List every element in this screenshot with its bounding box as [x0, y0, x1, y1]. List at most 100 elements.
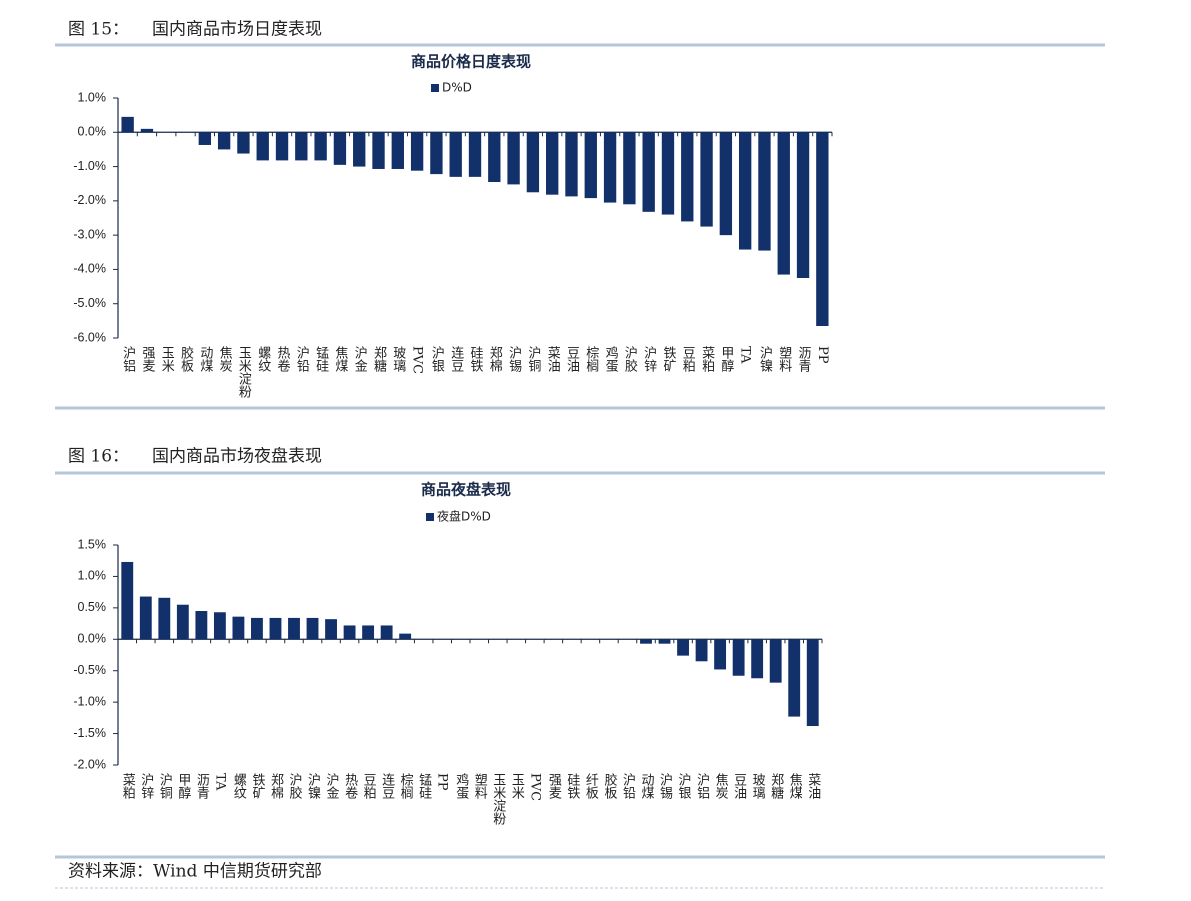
- bar: [719, 132, 733, 236]
- bar: [658, 639, 671, 644]
- x-tick-label: 玻璃: [750, 773, 766, 799]
- bar: [343, 625, 356, 640]
- bar: [430, 132, 443, 175]
- x-tick-label: PVC: [527, 773, 542, 801]
- x-tick-label: 沪锡: [657, 772, 673, 799]
- bar: [468, 132, 482, 177]
- bar: [603, 132, 617, 203]
- x-tick-label: 沪锡: [506, 345, 522, 372]
- bar: [732, 639, 745, 676]
- x-tick-label: 鸡蛋: [603, 345, 619, 373]
- bar: [353, 132, 366, 167]
- x-tick-label: 焦煤: [332, 346, 348, 372]
- bar: [391, 132, 404, 169]
- x-tick-label: 锰硅: [313, 346, 329, 372]
- x-tick-label: 郑糖: [768, 773, 784, 800]
- bar: [738, 132, 752, 250]
- x-tick-label: 铁矿: [249, 773, 265, 799]
- bar: [677, 639, 689, 656]
- bar: [623, 132, 636, 205]
- x-tick-label: 豆油: [564, 346, 580, 372]
- bar: [158, 597, 171, 640]
- x-tick-label: TA: [738, 346, 753, 364]
- bar: [213, 612, 226, 640]
- bar: [449, 132, 462, 177]
- bar: [758, 132, 771, 251]
- figure-label: 图 15：: [68, 20, 129, 40]
- bar: [176, 604, 189, 640]
- x-tick-label: 沪银: [676, 772, 692, 799]
- bar: [565, 132, 578, 197]
- x-tick-label: 豆粕: [680, 346, 696, 372]
- legend-label: 夜盘D%D: [437, 509, 491, 524]
- bar: [121, 561, 134, 640]
- bar: [695, 639, 708, 662]
- y-tick-label: 0.0%: [78, 125, 107, 139]
- x-tick-label: 纤板: [583, 773, 599, 800]
- legend-label: D%D: [442, 81, 472, 95]
- y-tick-label: 0.0%: [78, 632, 107, 646]
- x-tick-label: 沪胶: [287, 772, 303, 800]
- bar: [399, 633, 412, 640]
- y-tick-label: 1.0%: [78, 569, 107, 583]
- x-tick-label: 焦煤: [787, 773, 803, 799]
- y-tick-label: -4.0%: [73, 262, 106, 276]
- bar: [410, 132, 424, 171]
- bar: [372, 132, 385, 169]
- figure-label: 图 16：: [68, 447, 129, 467]
- x-tick-label: 玉米淀粉: [236, 346, 252, 398]
- bar: [325, 619, 337, 640]
- x-tick-label: 沪金: [352, 345, 368, 372]
- x-tick-label: 沪银: [429, 345, 445, 372]
- bar: [275, 132, 289, 161]
- bar: [526, 132, 540, 193]
- x-tick-label: 沪铅: [294, 345, 310, 372]
- figure-title: 国内商品市场日度表现: [152, 20, 322, 40]
- y-tick-label: -5.0%: [73, 296, 106, 310]
- x-tick-label: 沪铜: [525, 345, 541, 372]
- x-tick-label: 焦炭: [713, 773, 729, 800]
- x-tick-label: 菜油: [805, 773, 821, 799]
- bar: [546, 132, 559, 195]
- bar: [584, 132, 597, 199]
- x-tick-label: 连豆: [379, 772, 395, 799]
- bar: [777, 132, 790, 275]
- x-tick-label: 鸡蛋: [453, 772, 469, 800]
- x-tick-label: 郑棉: [487, 346, 503, 372]
- x-tick-label: 沪锌: [641, 345, 657, 372]
- bar: [251, 617, 263, 640]
- y-tick-label: -3.0%: [73, 227, 106, 241]
- bar: [121, 116, 134, 133]
- y-tick-label: -2.0%: [73, 757, 106, 771]
- x-tick-label: 豆油: [731, 773, 747, 799]
- bar: [700, 132, 713, 227]
- bar: [237, 132, 250, 154]
- bar: [140, 128, 154, 133]
- x-tick-label: 豆粕: [361, 773, 377, 799]
- x-tick-label: 螺纹: [255, 346, 271, 372]
- source: 资料来源：Wind 中信期货研究部: [68, 862, 322, 882]
- x-tick-label: TA: [212, 773, 227, 791]
- bar: [232, 616, 245, 640]
- bar: [788, 639, 801, 717]
- bar: [751, 639, 764, 679]
- bar: [195, 611, 208, 640]
- x-tick-label: 沥青: [796, 346, 812, 372]
- bar: [295, 132, 308, 161]
- y-tick-label: -1.0%: [73, 694, 106, 708]
- x-tick-label: 胶板: [601, 772, 617, 800]
- x-tick-label: PVC: [410, 346, 425, 374]
- chart-title: 商品夜盘表现: [421, 481, 511, 499]
- x-tick-label: 铁矿: [660, 346, 676, 372]
- bar: [796, 132, 810, 278]
- x-tick-label: 郑棉: [268, 773, 284, 799]
- legend-swatch: [426, 513, 434, 521]
- x-tick-label: 沪胶: [622, 345, 638, 373]
- x-tick-label: 郑糖: [371, 346, 387, 373]
- x-tick-label: 焦炭: [217, 346, 233, 373]
- x-tick-label: 动煤: [197, 346, 213, 372]
- chart-title: 商品价格日度表现: [411, 53, 531, 71]
- x-tick-label: 玻璃: [390, 346, 406, 372]
- x-tick-label: 玉米: [159, 346, 175, 372]
- x-tick-label: PP: [815, 346, 830, 364]
